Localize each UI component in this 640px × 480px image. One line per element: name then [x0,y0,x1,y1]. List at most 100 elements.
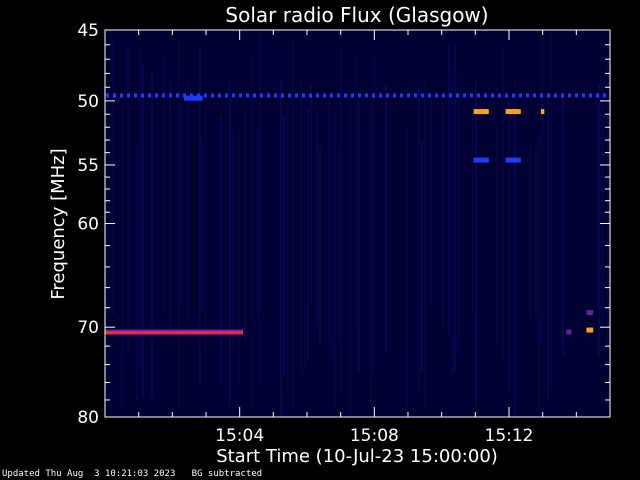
y-axis-label: Frequency [MHz] [48,148,69,299]
interference-dash [204,93,207,98]
interference-dash [316,93,319,98]
interference-dash [540,93,543,98]
emission-feature [473,157,489,163]
interference-dash [127,93,130,98]
interference-dash [106,93,109,98]
x-axis-label: Start Time (10-Jul-23 15:00:00) [216,446,498,467]
interference-dash [274,93,277,98]
interference-dash [253,93,256,98]
emission-feature [105,329,244,335]
y-tick-label: 70 [77,318,99,338]
x-tick-label: 15:04 [215,426,264,446]
interference-dash [141,93,144,98]
interference-dash [288,93,291,98]
interference-dash [386,93,389,98]
interference-dash [358,93,361,98]
interference-dash [596,93,599,98]
interference-dash [337,93,340,98]
interference-dash [155,93,158,98]
interference-dash [309,93,312,98]
interference-dash [344,93,347,98]
interference-dash [603,93,606,98]
interference-dash [232,93,235,98]
updated-timestamp: Updated Thu Aug 3 10:21:03 2023 [2,469,176,479]
background-noise [106,31,609,417]
interference-dash [365,93,368,98]
interference-dash [267,93,270,98]
emission-feature [505,157,521,163]
interference-dash [379,93,382,98]
interference-dash [372,93,375,98]
x-tick-label: 15:12 [485,426,534,446]
axis-ticks: 15:04 15:08 15:12 45 50 55 60 70 80 [77,21,610,446]
interference-dash [575,93,578,98]
emission-features [105,93,606,335]
interference-dash [330,93,333,98]
interference-dash [491,93,494,98]
emission-feature [540,109,545,115]
interference-dash [400,93,403,98]
interference-dash [113,93,116,98]
emission-feature [566,329,572,335]
interference-dash [512,93,515,98]
interference-dash [197,93,200,98]
interference-dash [393,93,396,98]
interference-dash [183,93,186,98]
y-tick-label: 80 [77,408,99,428]
interference-dash [582,93,585,98]
interference-dash [428,93,431,98]
interference-dash [120,93,123,98]
interference-dash [526,93,529,98]
footer: Updated Thu Aug 3 10:21:03 2023 BG subtr… [2,469,262,479]
interference-dash [505,93,508,98]
emission-feature-edge [105,329,244,331]
interference-dash [449,93,452,98]
emission-feature [505,109,521,115]
interference-dash [484,93,487,98]
interference-dash [134,93,137,98]
interference-dash [169,93,172,98]
interference-dash [323,93,326,98]
interference-dash [547,93,550,98]
interference-dash [162,93,165,98]
emission-feature [184,95,203,101]
interference-dash [148,93,151,98]
interference-dash [463,93,466,98]
interference-dash [477,93,480,98]
interference-dash [456,93,459,98]
interference-dash [407,93,410,98]
interference-dash [414,93,417,98]
interference-dash [421,93,424,98]
interference-dash [295,93,298,98]
y-tick-label: 50 [77,92,99,112]
interference-dash [554,93,557,98]
emission-feature [586,310,594,316]
interference-dash [435,93,438,98]
interference-dash [281,93,284,98]
interference-dash [561,93,564,98]
y-tick-label: 55 [77,156,99,176]
interference-dash [470,93,473,98]
emission-feature [473,109,489,115]
y-tick-label: 60 [77,215,99,235]
emission-feature [586,327,594,333]
interference-dash [260,93,263,98]
interference-dash [589,93,592,98]
interference-dash [498,93,501,98]
interference-dash [246,93,249,98]
interference-dash [351,93,354,98]
interference-dash [568,93,571,98]
x-tick-label: 15:08 [350,426,399,446]
y-tick-label: 45 [77,21,99,41]
interference-dash [519,93,522,98]
chart-title: Solar radio Flux (Glasgow) [225,3,488,27]
interference-dash [302,93,305,98]
interference-dash [218,93,221,98]
interference-dash [190,93,193,98]
interference-dash [239,93,242,98]
interference-dash [211,93,214,98]
bg-subtracted-note: BG subtracted [191,469,263,479]
plot-background [105,30,610,417]
interference-dash [442,93,445,98]
